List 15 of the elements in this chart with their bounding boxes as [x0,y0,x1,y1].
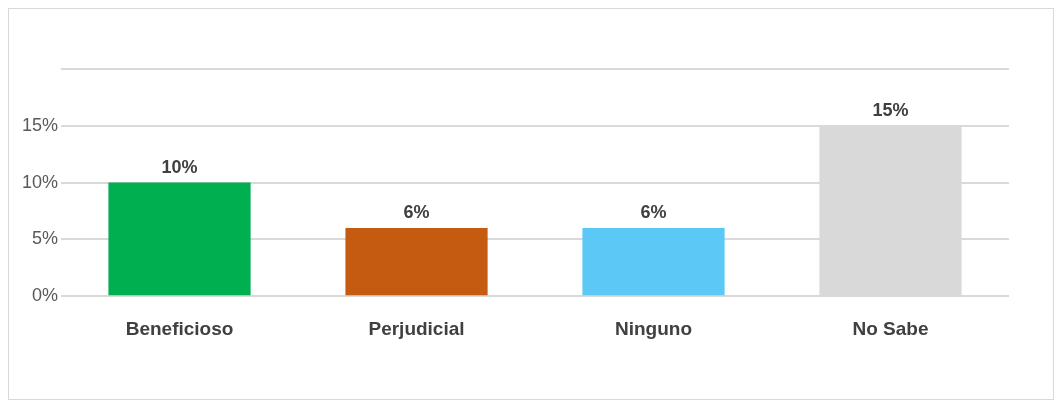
data-label: 6% [640,202,667,223]
bar [108,182,251,296]
bar [345,228,488,296]
data-label: 15% [872,99,909,120]
y-tick-label: 15% [22,114,59,135]
y-tick-label: 0% [32,285,59,306]
x-tick-label: Perjudicial [368,317,465,339]
x-tick-label: Ninguno [614,317,693,339]
x-tick-label: No Sabe [852,317,929,339]
bar [582,228,725,296]
x-tick-label: Beneficioso [125,317,234,339]
y-tick-label: 10% [22,171,59,192]
data-label: 10% [161,156,198,177]
y-tick-label: 5% [32,228,59,249]
data-label: 6% [403,202,430,223]
